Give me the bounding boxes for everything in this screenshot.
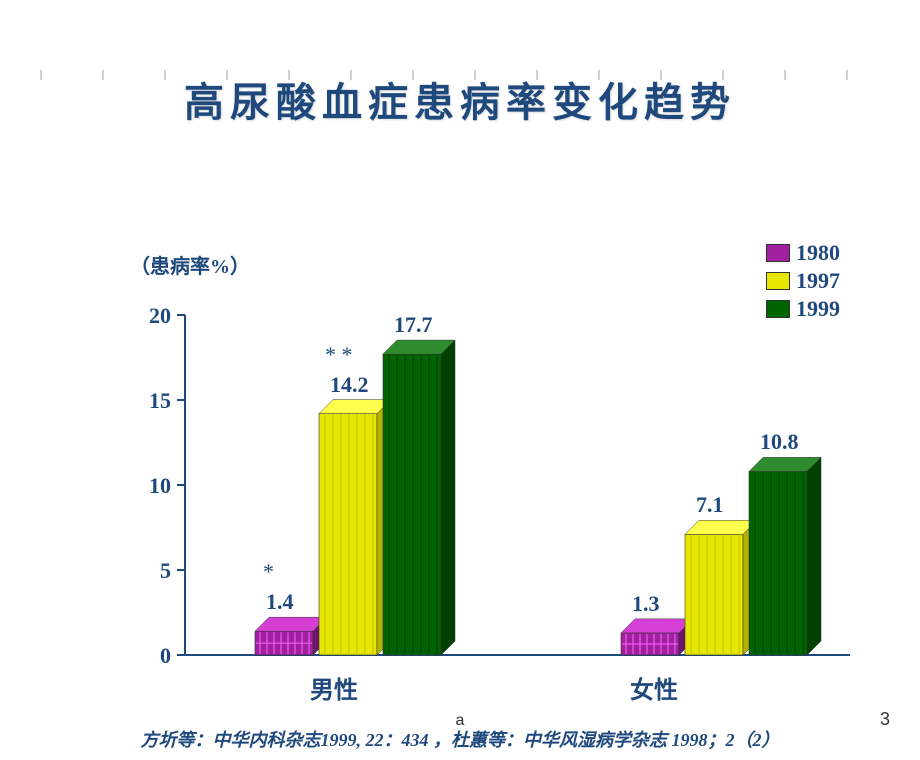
bar-value-label: 1.3 xyxy=(632,591,660,617)
category-label-female: 女性 xyxy=(630,670,678,705)
star-male-1980: * xyxy=(263,559,274,585)
legend-label: 1980 xyxy=(796,240,840,266)
svg-text:5: 5 xyxy=(160,558,171,583)
svg-text:20: 20 xyxy=(150,303,171,328)
bar-value-label: 17.7 xyxy=(394,312,433,338)
footnote-citation: 方圻等：中华内科杂志1999, 22：434 ，杜蕙等：中华风湿病学杂志 199… xyxy=(0,726,920,752)
legend-swatch-1997 xyxy=(766,272,790,290)
star-male-1997: * * xyxy=(325,342,353,368)
legend-item: 1980 xyxy=(766,240,840,266)
top-decor xyxy=(0,70,920,90)
svg-text:15: 15 xyxy=(150,388,171,413)
bar-value-label: 1.4 xyxy=(266,589,294,615)
bar-value-label: 14.2 xyxy=(330,372,369,398)
svg-text:0: 0 xyxy=(160,643,171,668)
category-label-male: 男性 xyxy=(310,670,358,705)
bar-value-label: 7.1 xyxy=(696,492,724,518)
bar-value-label: 10.8 xyxy=(760,429,799,455)
legend-swatch-1980 xyxy=(766,244,790,262)
chart: 05101520 xyxy=(150,290,870,660)
svg-text:10: 10 xyxy=(150,473,171,498)
y-axis-label: （患病率%） xyxy=(130,250,250,279)
chart-svg: 0 5 10 15 20 xyxy=(150,290,870,690)
